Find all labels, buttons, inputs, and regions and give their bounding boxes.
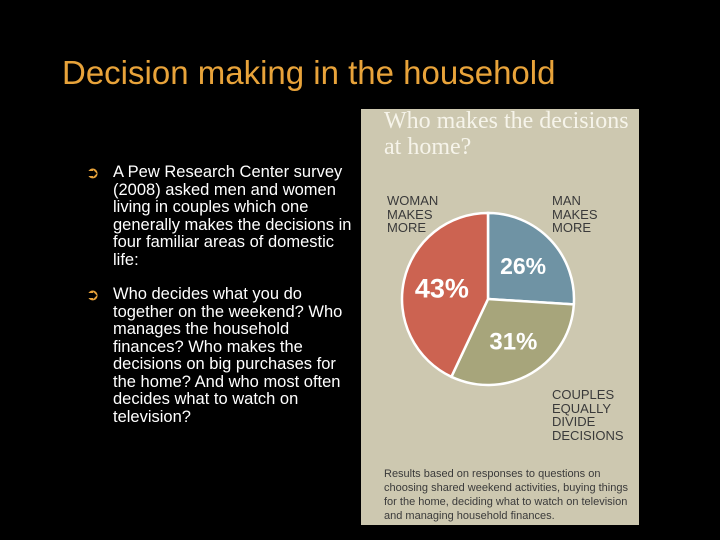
pie-slice bbox=[400, 211, 490, 379]
slice-value-label: 43% bbox=[415, 274, 469, 304]
bullet-text: A Pew Research Center survey (2008) aske… bbox=[113, 163, 352, 269]
pie-slice bbox=[486, 211, 576, 306]
bullet-item: ➲ A Pew Research Center survey (2008) as… bbox=[86, 163, 356, 269]
slice-value-label: 26% bbox=[500, 253, 546, 279]
chart-footnote: Results based on responses to questions … bbox=[384, 468, 628, 522]
label-couples-equally-divide: COUPLES EQUALLY DIVIDE DECISIONS bbox=[552, 387, 624, 443]
bullet-list: ➲ A Pew Research Center survey (2008) as… bbox=[86, 163, 356, 443]
slice-value-label: 31% bbox=[489, 328, 537, 355]
pie-slice bbox=[449, 297, 576, 387]
pie-chart: 26% 31% 43% bbox=[400, 211, 576, 387]
arrow-bullet-icon: ➲ bbox=[86, 163, 100, 182]
arrow-bullet-icon: ➲ bbox=[86, 285, 100, 304]
chart-title: Who makes the decisions at home? bbox=[384, 109, 629, 160]
bullet-item: ➲ Who decides what you do together on th… bbox=[86, 285, 356, 426]
bullet-text: Who decides what you do together on the … bbox=[113, 285, 343, 426]
label-woman-makes-more: WOMAN MAKES MORE bbox=[387, 193, 439, 235]
slide-title: Decision making in the household bbox=[62, 54, 556, 91]
pie-chart-panel: Who makes the decisions at home? 26% 31% 4… bbox=[361, 109, 639, 525]
label-man-makes-more: MAN MAKES MORE bbox=[552, 193, 598, 235]
